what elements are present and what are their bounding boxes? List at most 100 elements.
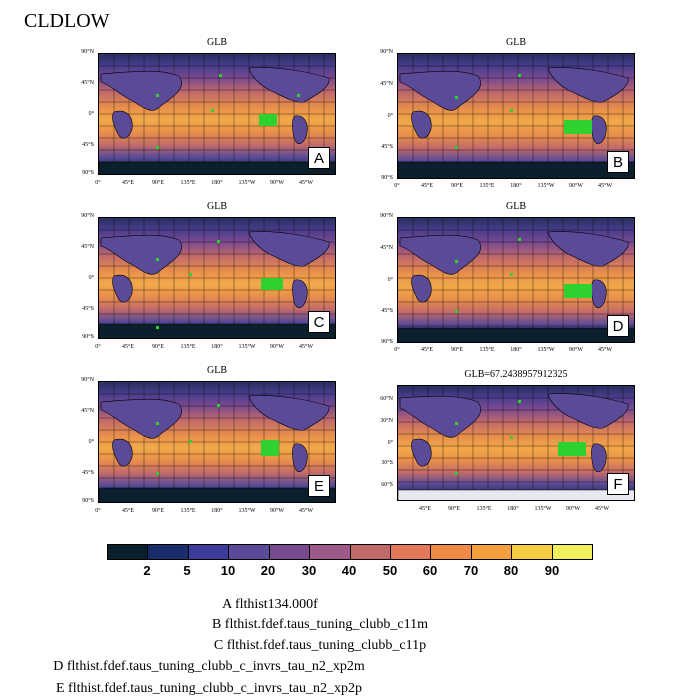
lat-label: 0°	[387, 113, 393, 119]
lat-label: 90°S	[82, 170, 94, 176]
lon-label: 90°E	[447, 506, 461, 512]
lat-label: 0°	[88, 275, 94, 281]
lon-label: 0°	[95, 508, 101, 514]
colorbar-label: 60	[422, 563, 438, 578]
lon-label: 90°W	[269, 344, 285, 350]
lat-label: 0°	[88, 439, 94, 445]
lat-label: 60°N	[380, 396, 393, 402]
map-plot: B	[397, 53, 635, 179]
lat-label: 45°S	[381, 144, 393, 150]
colorbar-label: 20	[260, 563, 276, 578]
map-overlay	[99, 218, 335, 338]
legend-line-c: C flthist.fdef.taus_tuning_clubb_c11p	[213, 638, 427, 653]
colorbar-swatch	[471, 545, 513, 559]
lon-label: 135°E	[476, 506, 492, 512]
lon-label: 0°	[394, 183, 400, 189]
panel-title: GLB	[207, 365, 227, 376]
lon-label: 180°	[211, 180, 223, 186]
lon-label: 0°	[95, 180, 101, 186]
colorbar-label: 90	[544, 563, 560, 578]
lat-label: 45°S	[381, 308, 393, 314]
colorbar-label: 40	[341, 563, 357, 578]
map-overlay	[398, 386, 634, 500]
colorbar-swatch	[512, 545, 553, 559]
map-panel-d: GLB D 90°N 45°N 0° 45°S 90°S 0° 45°E	[380, 201, 635, 353]
lat-label: 0°	[88, 111, 94, 117]
lon-label: 90°W	[568, 347, 584, 353]
map-panel-e: GLB E 90°N 45°N 0° 45°S 90°S 0° 45°E	[81, 365, 336, 514]
lon-label: 135°W	[537, 347, 555, 353]
map-overlay	[99, 382, 335, 502]
lon-label: 135°W	[537, 183, 555, 189]
colorbar-label: 30	[301, 563, 317, 578]
lat-label: 45°S	[82, 470, 94, 476]
lon-label: 45°W	[298, 180, 314, 186]
lat-label: 90°S	[381, 339, 393, 345]
lon-label: 135°W	[238, 508, 256, 514]
panel-letter-a: A	[308, 147, 330, 169]
lon-label: 90°E	[151, 344, 165, 350]
colorbar-swatch	[552, 545, 593, 559]
lon-label: 180°	[211, 344, 223, 350]
lon-label: 135°W	[534, 506, 552, 512]
lat-label: 90°S	[82, 498, 94, 504]
lon-label: 45°E	[420, 183, 434, 189]
lon-label: 135°W	[238, 344, 256, 350]
colorbar-swatch	[229, 545, 270, 559]
lat-label: 90°S	[381, 175, 393, 181]
panel-letter-f: F	[607, 473, 629, 495]
lat-label: 90°N	[81, 213, 94, 219]
legend-line-e: E flthist.fdef.taus_tuning_clubb_c_invrs…	[55, 681, 362, 696]
lon-label: 135°W	[238, 180, 256, 186]
lon-label: 90°W	[269, 180, 285, 186]
lon-label: 135°E	[479, 347, 495, 353]
colorbar-swatch	[108, 545, 149, 559]
colorbar-swatch	[269, 545, 311, 559]
lon-label: 90°W	[565, 506, 581, 512]
map-plot: A	[98, 53, 336, 175]
lat-label: 45°S	[82, 306, 94, 312]
colorbar-swatch	[188, 545, 230, 559]
lon-label: 45°E	[121, 344, 135, 350]
panel-letter-d: D	[607, 315, 629, 337]
legend-line-d: D flthist.fdef.taus_tuning_clubb_c_invrs…	[53, 659, 365, 674]
map-plot: D	[397, 217, 635, 343]
lon-label: 180°	[510, 183, 522, 189]
map-plot: F	[397, 385, 635, 501]
lon-label: 180°	[507, 506, 519, 512]
lon-label: 45°W	[594, 506, 610, 512]
lon-label: 90°E	[151, 180, 165, 186]
lat-label: 90°N	[380, 49, 393, 55]
lon-label: 180°	[510, 347, 522, 353]
lon-label: 135°E	[180, 344, 196, 350]
map-plot: C	[98, 217, 336, 339]
panel-title: GLB=67.2438957912325	[464, 369, 568, 380]
lat-label: 90°N	[81, 377, 94, 383]
lon-label: 45°W	[597, 347, 613, 353]
lat-label: 30°S	[381, 460, 393, 466]
lon-label: 45°E	[420, 347, 434, 353]
lat-label: 0°	[387, 440, 393, 446]
lon-label: 135°E	[180, 180, 196, 186]
lat-label: 45°N	[380, 245, 393, 251]
lon-label: 90°E	[450, 183, 464, 189]
lon-label: 135°E	[479, 183, 495, 189]
lon-label: 90°W	[568, 183, 584, 189]
colorbar-label: 70	[463, 563, 479, 578]
panel-title: GLB	[207, 201, 227, 212]
lon-label: 180°	[211, 508, 223, 514]
lat-label: 90°S	[82, 334, 94, 340]
legend-line-b: B flthist.fdef.taus_tuning_clubb_c11m	[211, 617, 429, 632]
lon-label: 45°E	[121, 180, 135, 186]
lon-label: 90°E	[151, 508, 165, 514]
lat-label: 45°S	[82, 142, 94, 148]
map-panel-b: GLB B 90°N 45°N 0° 45°S 90°S 0° 45°E	[380, 37, 635, 189]
map-plot: E	[98, 381, 336, 503]
lon-label: 45°W	[298, 508, 314, 514]
colorbar-swatch	[390, 545, 432, 559]
lat-label: 90°N	[81, 49, 94, 55]
lat-label: 90°N	[380, 213, 393, 219]
lat-label: 45°N	[81, 408, 94, 414]
panel-letter-c: C	[308, 311, 330, 333]
lon-label: 90°E	[450, 347, 464, 353]
